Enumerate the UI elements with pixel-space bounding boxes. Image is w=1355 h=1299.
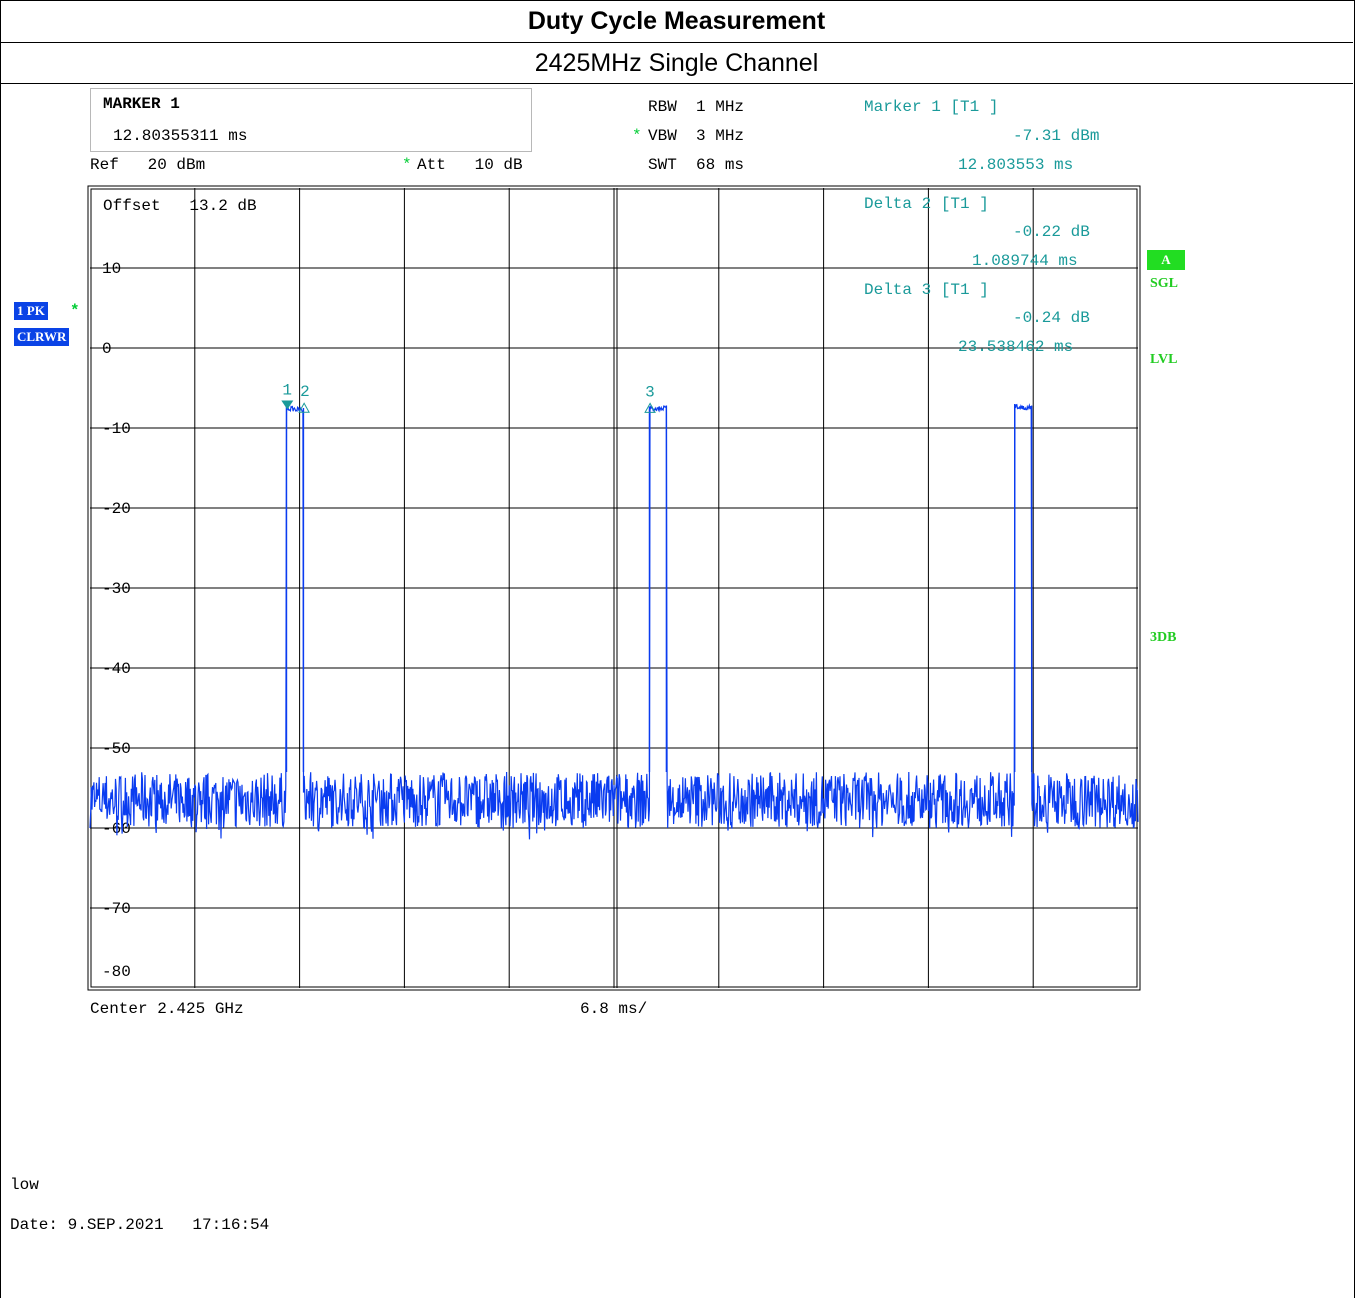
marker-label: 3 — [645, 383, 655, 401]
delta3-title: Delta 3 [T1 ] — [864, 281, 989, 299]
marker-label: 2 — [300, 383, 310, 401]
delta3-time: 23.538462 ms — [958, 338, 1074, 356]
3db-label: 3DB — [1150, 630, 1177, 645]
trace-group — [89, 403, 1139, 840]
marker1-level: -7.31 dBm — [1013, 127, 1100, 145]
vbw-star: * — [632, 127, 642, 145]
y-tick-label: -10 — [102, 420, 131, 438]
date-stamp: Date: 9.SEP.2021 17:16:54 — [10, 1216, 270, 1234]
y-tick-labels: 100-10-20-30-40-50-60-70-80 — [102, 260, 131, 981]
y-tick-label: 0 — [102, 340, 112, 358]
y-tick-label: -50 — [102, 740, 131, 758]
note-text: low — [10, 1176, 39, 1194]
marker-box-label: MARKER 1 — [103, 95, 180, 113]
marker-triangle — [281, 400, 294, 410]
vbw: VBW 3 MHz — [648, 127, 745, 145]
offset-label: Offset 13.2 dB — [103, 197, 257, 215]
y-tick-label: -40 — [102, 660, 131, 678]
rbw: RBW 1 MHz — [648, 98, 745, 116]
clrwr-badge: CLRWR — [14, 328, 70, 346]
sgl-label: SGL — [1150, 276, 1179, 291]
delta-triangle — [298, 402, 310, 413]
report-title: Duty Cycle Measurement — [0, 0, 1353, 43]
delta2-title: Delta 2 [T1 ] — [864, 195, 989, 213]
trace-mode-badge: 1 PK — [14, 302, 48, 320]
chart-grid — [87, 185, 1141, 991]
y-tick-label: -70 — [102, 900, 131, 918]
marker1-title: Marker 1 [T1 ] — [864, 98, 999, 116]
marker-box-value: 12.80355311 ms — [113, 127, 248, 145]
y-tick-label: -30 — [102, 580, 131, 598]
sweep-time: SWT 68 ms — [648, 156, 745, 174]
plot-frame — [87, 185, 1141, 991]
trace-line — [89, 403, 1139, 840]
y-tick-label: 10 — [102, 260, 121, 278]
delta-triangle — [644, 402, 656, 413]
delta2-level: -0.22 dB — [1013, 223, 1090, 241]
trace-star: * — [70, 302, 80, 320]
marker1-time: 12.803553 ms — [958, 156, 1074, 174]
ref-level: Ref 20 dBm — [90, 156, 206, 174]
delta2-time: 1.089744 ms — [972, 252, 1078, 270]
marker-label: 1 — [282, 381, 292, 399]
center-frequency: Center 2.425 GHz — [90, 1000, 244, 1018]
marker-info-box: MARKER 1 12.80355311 ms — [90, 88, 532, 152]
delta3-level: -0.24 dB — [1013, 309, 1090, 327]
attenuation: Att 10 dB — [417, 156, 523, 174]
lvl-label: LVL — [1150, 352, 1178, 367]
att-star: * — [402, 156, 412, 174]
a-badge: A — [1147, 250, 1185, 270]
y-tick-label: -80 — [102, 963, 131, 981]
y-tick-label: -20 — [102, 500, 131, 518]
report-subtitle: 2425MHz Single Channel — [0, 43, 1353, 84]
time-per-division: 6.8 ms/ — [580, 1000, 648, 1018]
